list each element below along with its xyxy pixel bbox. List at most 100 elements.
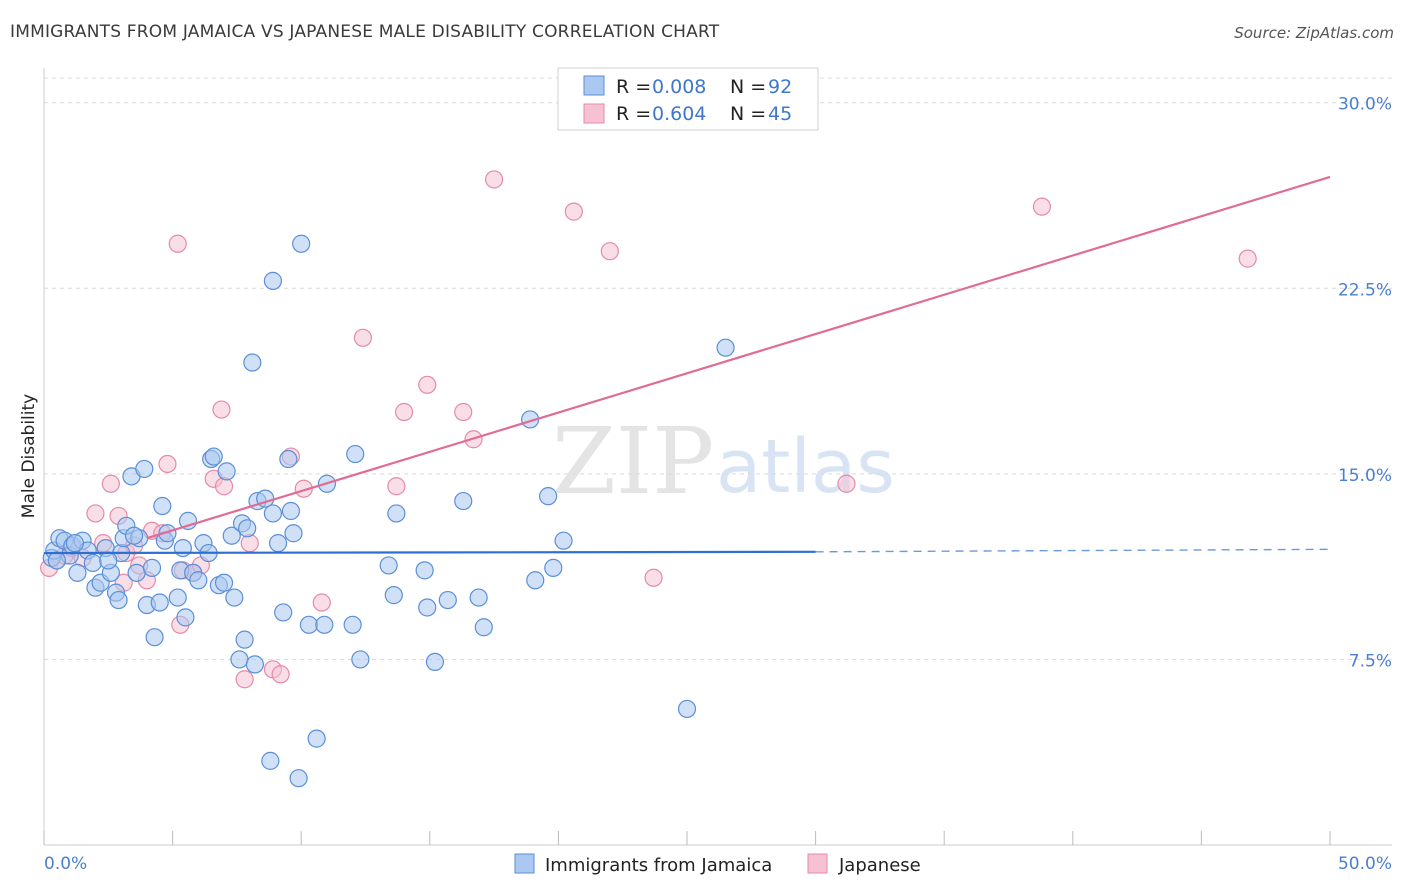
jamaica-point: [261, 751, 280, 770]
jamaica-point: [214, 573, 234, 592]
bottom-legend-jamaica: Immigrants from Jamaica: [545, 855, 772, 876]
japanese-point: [235, 670, 254, 689]
legend-n-value-1: 92: [768, 76, 792, 98]
jamaica-point: [415, 561, 434, 580]
jamaica-point: [145, 628, 164, 647]
jamaica-point: [238, 519, 257, 538]
legend-swatch-blue: [583, 75, 605, 96]
legend-r-value-2: 0.604: [652, 103, 706, 125]
jamaica-point: [235, 630, 254, 649]
jamaica-point: [225, 588, 244, 607]
legend-r-value-1: 0.008: [652, 76, 706, 98]
japanese-point: [1032, 197, 1052, 216]
jamaica-point: [281, 501, 301, 521]
japanese-point: [240, 534, 259, 553]
japanese-points: [40, 170, 1257, 689]
bottom-legend-swatch-blue: [514, 853, 535, 874]
jamaica-point: [173, 538, 192, 558]
jamaica-trend-line: [43, 550, 816, 555]
jamaica-point: [418, 598, 437, 617]
watermark-zip: ZIP: [552, 408, 714, 515]
legend-n-value-2: 45: [768, 103, 792, 125]
jamaica-point: [438, 590, 457, 610]
jamaica-point: [289, 769, 308, 788]
jamaica-point: [204, 447, 223, 466]
japanese-point: [644, 568, 663, 587]
jamaica-point: [268, 534, 288, 553]
jamaica-point: [263, 271, 283, 290]
bottom-legend-swatch-pink: [807, 853, 828, 874]
japanese-point: [214, 477, 234, 496]
jamaica-point: [176, 608, 195, 627]
japanese-point: [158, 454, 177, 474]
x-tick-label-max: 50.0%: [1338, 854, 1392, 874]
jamaica-point: [716, 338, 735, 357]
jamaica-trend-extension: [815, 548, 1331, 553]
chart-title: IMMIGRANTS FROM JAMAICA VS JAPANESE MALE…: [10, 22, 720, 42]
jamaica-point: [544, 558, 563, 577]
jamaica-point: [454, 491, 473, 511]
jamaica-point: [153, 496, 172, 516]
jamaica-point: [263, 504, 283, 523]
japanese-point: [1238, 249, 1257, 268]
y-tick-label: 15.0%: [1338, 466, 1392, 486]
jamaica-point: [299, 615, 319, 634]
japanese-point: [387, 477, 406, 496]
x-tick-label-min: 0.0%: [44, 854, 87, 874]
jamaica-point: [99, 551, 118, 570]
y-tick-labels: 7.5% 15.0% 22.5% 30.0%: [1338, 95, 1392, 672]
jamaica-point: [384, 586, 403, 605]
japanese-trend-line: [146, 175, 1331, 540]
jamaica-point: [379, 556, 398, 575]
japanese-point: [837, 474, 856, 493]
legend-r-label-1: R =: [616, 76, 651, 98]
jamaica-point: [127, 563, 146, 582]
bottom-legend-japanese: Japanese: [838, 855, 921, 876]
axes: [43, 68, 1392, 846]
legend-n-label-1: N =: [730, 76, 766, 98]
jamaica-point: [274, 603, 293, 622]
jamaica-point: [142, 558, 162, 577]
jamaica-point: [189, 571, 208, 590]
japanese-point: [454, 402, 473, 422]
jamaica-point: [158, 524, 177, 543]
y-axis-label: Male Disability: [19, 394, 39, 518]
jamaica-point: [284, 524, 303, 543]
jamaica-points: [42, 234, 735, 788]
jamaica-point: [47, 551, 66, 570]
jamaica-point: [351, 650, 370, 669]
jamaica-point: [346, 444, 365, 464]
y-tick-label: 7.5%: [1349, 651, 1392, 671]
jamaica-point: [168, 588, 187, 607]
japanese-point: [271, 665, 290, 684]
japanese-point: [86, 504, 105, 523]
jamaica-point: [343, 615, 362, 634]
jamaica-point: [292, 234, 311, 253]
jamaica-point: [65, 534, 84, 553]
japanese-point: [101, 474, 120, 493]
jamaica-point: [279, 449, 298, 469]
jamaica-point: [315, 615, 334, 634]
japanese-point: [600, 242, 619, 261]
legend-n-label-2: N =: [730, 103, 766, 125]
jamaica-point: [539, 487, 558, 506]
japanese-point: [312, 593, 331, 612]
jamaica-point: [150, 593, 169, 612]
japanese-point: [485, 170, 504, 189]
bottom-legend: Immigrants from Jamaica Japanese: [514, 853, 921, 876]
watermark-atlas: atlas: [716, 424, 895, 510]
jamaica-point: [135, 459, 154, 479]
jamaica-point: [387, 504, 406, 523]
japanese-point: [418, 375, 437, 394]
jamaica-point: [307, 729, 326, 748]
japanese-point: [564, 202, 583, 221]
jamaica-point: [677, 699, 697, 719]
jamaica-point: [83, 553, 102, 573]
jamaica-point: [124, 526, 144, 545]
japanese-point: [212, 400, 231, 419]
jamaica-point: [245, 655, 265, 674]
jamaica-point: [109, 590, 128, 610]
jamaica-point: [217, 462, 236, 481]
japanese-point: [394, 402, 414, 422]
